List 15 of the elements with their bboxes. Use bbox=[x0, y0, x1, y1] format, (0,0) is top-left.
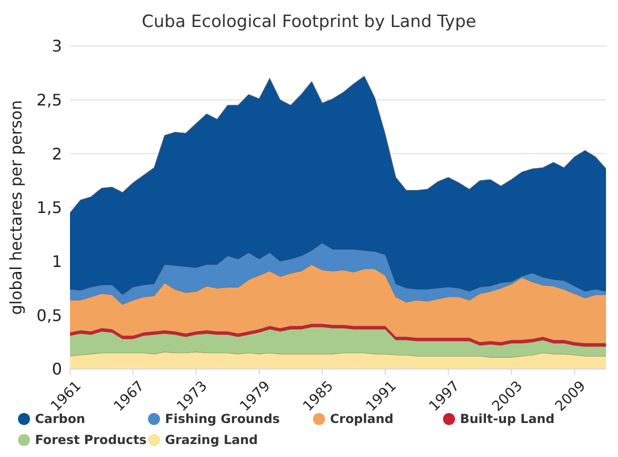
y-tick-label: 0 bbox=[52, 360, 62, 379]
legend-label: Built-up Land bbox=[460, 411, 555, 426]
legend-label: Grazing Land bbox=[165, 432, 258, 447]
chart-title: Cuba Ecological Footprint by Land Type bbox=[140, 12, 478, 34]
y-tick-label: 3 bbox=[52, 36, 62, 56]
y-tick-label: 1 bbox=[52, 252, 62, 272]
legend-label: Cropland bbox=[330, 411, 394, 426]
y-tick-label: 0,5 bbox=[36, 306, 62, 325]
y-tick-label: 2,5 bbox=[36, 90, 62, 110]
y-tick-label: 1,5 bbox=[36, 198, 62, 218]
y-axis-title: global hectares per person bbox=[6, 100, 26, 315]
legend-label: Forest Products bbox=[35, 432, 147, 447]
legend-label: Carbon bbox=[35, 411, 86, 426]
y-tick-label: 2 bbox=[52, 144, 62, 164]
legend-label: Fishing Grounds bbox=[165, 411, 280, 426]
